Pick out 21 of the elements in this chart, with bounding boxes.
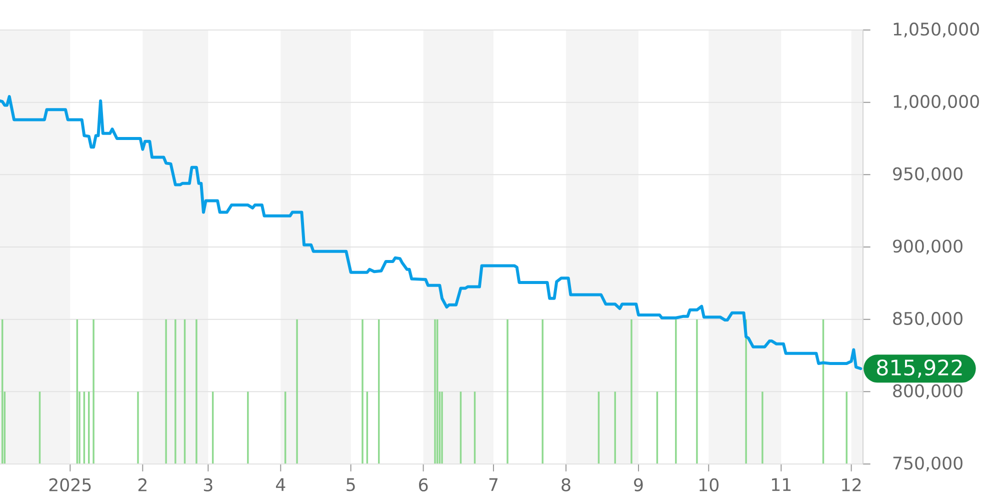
line-series xyxy=(0,95,862,370)
x-tick-label: 3 xyxy=(204,478,212,492)
x-tick-label: 2025 xyxy=(49,478,91,492)
y-tick-label: 1,000,000 xyxy=(894,94,979,110)
x-tick-label: 4 xyxy=(276,478,286,491)
x-tick-label: 11 xyxy=(772,478,791,491)
y-tick-label: 850,000 xyxy=(893,312,962,327)
annotation: 815,922 xyxy=(877,359,962,378)
x-tick-label: 5 xyxy=(346,478,355,492)
x-tick-label: 12 xyxy=(842,478,861,492)
y-tick-label: 800,000 xyxy=(893,384,962,400)
x-tick-label: 7 xyxy=(489,478,498,491)
x-tick-label: 6 xyxy=(419,478,428,492)
x-tick-label: 8 xyxy=(562,478,570,492)
x-tick-label: 10 xyxy=(700,478,719,492)
x-tick-label: 2 xyxy=(138,478,146,492)
y-tick-label: 900,000 xyxy=(893,240,962,254)
y-tick-label: 950,000 xyxy=(893,167,962,182)
y-tick-label: 750,000 xyxy=(893,456,962,472)
x-tick-label: 9 xyxy=(634,478,643,492)
y-tick-label: 1,050,000 xyxy=(894,22,979,38)
